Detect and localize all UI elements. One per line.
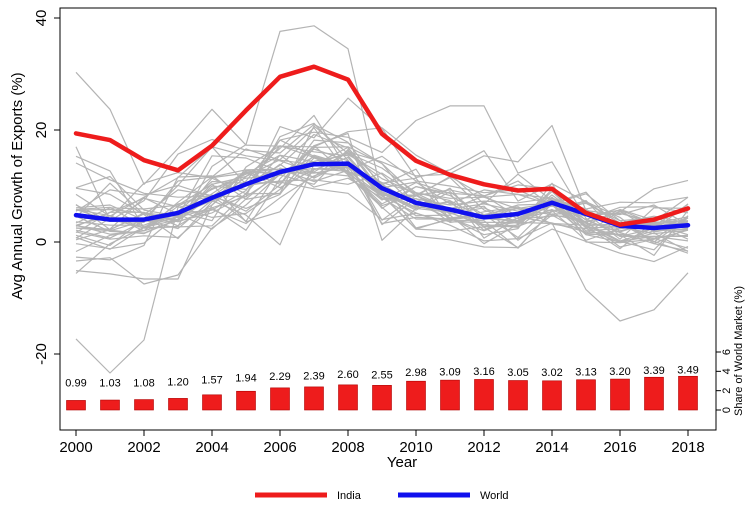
bar-value-label: 1.20	[167, 377, 188, 389]
bar-value-label: 2.29	[269, 371, 290, 383]
x-tick-label: 2008	[331, 439, 364, 456]
bar-value-label: 2.98	[405, 367, 426, 379]
bar-value-label: 3.20	[609, 366, 630, 378]
market-share-bar	[576, 379, 596, 411]
market-share-bar	[202, 394, 222, 411]
x-tick-label: 2016	[603, 439, 636, 456]
market-share-bar	[474, 379, 494, 411]
bar-value-label: 1.03	[99, 378, 120, 390]
x-tick-label: 2002	[127, 439, 160, 456]
plot-frame	[59, 7, 717, 431]
legend-label-india: India	[337, 490, 362, 502]
x-tick-label: 2006	[263, 439, 296, 456]
x-axis-title: Year	[387, 454, 417, 471]
bar-value-label: 3.13	[575, 366, 596, 378]
market-share-bar	[236, 390, 256, 411]
country-series-line	[75, 105, 689, 240]
market-share-bar	[338, 384, 358, 411]
x-tick-label: 2004	[195, 439, 228, 456]
country-series-line	[75, 156, 689, 285]
bar-value-label: 1.08	[133, 377, 154, 389]
market-share-bar	[678, 375, 698, 411]
bar-value-label: 1.57	[201, 375, 222, 387]
country-series-line	[75, 168, 689, 253]
x-tick-label: 2000	[59, 439, 92, 456]
y2-tick-label: 4	[721, 368, 733, 374]
x-tick-label: 2010	[399, 439, 432, 456]
legend: India World	[255, 490, 509, 502]
highlight-lines-group	[73, 64, 691, 231]
market-share-bar	[304, 386, 324, 411]
y2-tick-label: 2	[721, 388, 733, 394]
bar-value-label: 3.49	[677, 364, 698, 376]
country-series-line	[75, 172, 689, 232]
country-series-line	[75, 127, 689, 256]
market-share-bar	[508, 380, 528, 411]
market-share-bar	[134, 399, 154, 411]
bar-value-label: 3.02	[541, 367, 562, 379]
y-tick-label: 0	[33, 238, 50, 246]
country-series-line	[75, 132, 689, 249]
country-series-line	[75, 166, 689, 241]
background-lines-group	[75, 25, 689, 374]
y-tick-label: -20	[33, 343, 50, 365]
bar-value-label: 0.99	[65, 378, 86, 390]
axes-group	[54, 7, 721, 436]
bar-value-label: 3.16	[473, 366, 494, 378]
x-tick-label: 2018	[671, 439, 704, 456]
india-series-line	[73, 64, 691, 227]
y2-tick-label: 0	[721, 407, 733, 413]
market-share-bar	[542, 380, 562, 411]
y2-tick-label: 6	[721, 349, 733, 355]
y-axis-title: Avg Annual Growth of Exports (%)	[9, 72, 26, 299]
y-tick-label: 20	[33, 122, 50, 139]
bar-value-label: 3.09	[439, 367, 460, 379]
x-tick-label: 2014	[535, 439, 568, 456]
bar-value-label: 3.39	[643, 365, 664, 377]
market-share-bar	[168, 398, 188, 411]
bar-value-label: 2.39	[303, 370, 324, 382]
bar-value-label: 2.60	[337, 369, 358, 381]
country-series-line	[75, 154, 689, 239]
market-share-bar	[270, 387, 290, 411]
market-share-bars-group	[66, 375, 698, 411]
bar-value-label: 3.05	[507, 367, 528, 379]
market-share-bar	[372, 385, 392, 411]
market-share-bar	[644, 376, 664, 411]
y2-axis-title: Share of World Market (%)	[733, 286, 745, 416]
market-share-bar	[406, 380, 426, 411]
market-share-bar	[610, 378, 630, 411]
country-series-line	[75, 146, 688, 249]
x-tick-label: 2012	[467, 439, 500, 456]
market-share-bar	[100, 399, 120, 411]
market-share-bar	[66, 400, 86, 411]
country-series-line	[75, 165, 689, 280]
bar-value-label: 1.94	[235, 373, 256, 385]
market-share-bar	[440, 379, 460, 411]
y-tick-label: 40	[33, 10, 50, 27]
legend-label-world: World	[480, 490, 509, 502]
bar-value-label: 2.55	[371, 369, 392, 381]
